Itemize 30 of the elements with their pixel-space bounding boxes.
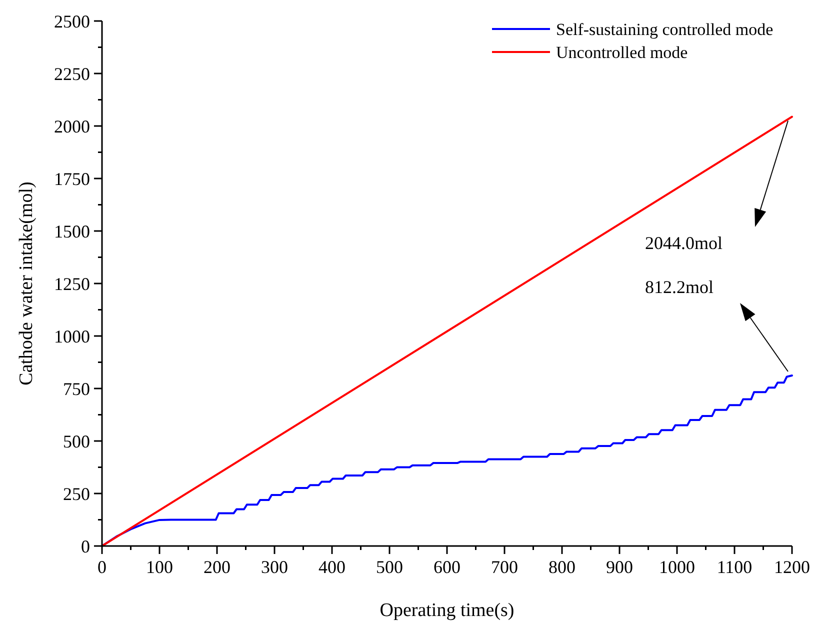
x-tick-label: 600 [434,557,460,577]
x-tick-label: 900 [606,557,633,577]
annotation: 2044.0mol [645,233,723,253]
y-tick-label: 250 [63,484,90,504]
y-axis-title: Cathode water intake(mol) [16,182,37,386]
y-tick-label: 1000 [54,326,90,346]
y-tick-label: 500 [63,431,90,452]
x-tick-label: 1000 [659,557,695,577]
annotation: 812.2mol [645,277,714,297]
y-tick-label: 1750 [54,168,90,189]
x-tick-label: 800 [548,557,576,577]
legend-label: Self-sustaining controlled mode [556,20,774,39]
y-tick-label: 2000 [54,116,90,136]
y-tick-label: 2500 [54,11,90,32]
x-tick-label: 100 [146,557,173,577]
x-tick-label: 1100 [716,557,752,577]
x-tick-label: 0 [98,557,106,577]
y-tick-label: 1250 [54,274,90,294]
y-tick-label: 2250 [54,64,90,84]
legend-label: Uncontrolled mode [556,42,688,62]
y-tick-label: 1500 [54,221,90,242]
y-tick-label: 0 [81,536,90,556]
y-tick-label: 750 [63,378,90,399]
x-tick-label: 300 [261,557,288,577]
x-tick-label: 500 [376,557,403,577]
x-tick-label: 1200 [774,557,810,577]
x-tick-label: 400 [318,557,346,577]
x-tick-label: 700 [491,557,518,577]
x-axis-title: Operating time(s) [380,600,514,621]
x-tick-label: 200 [204,557,230,577]
